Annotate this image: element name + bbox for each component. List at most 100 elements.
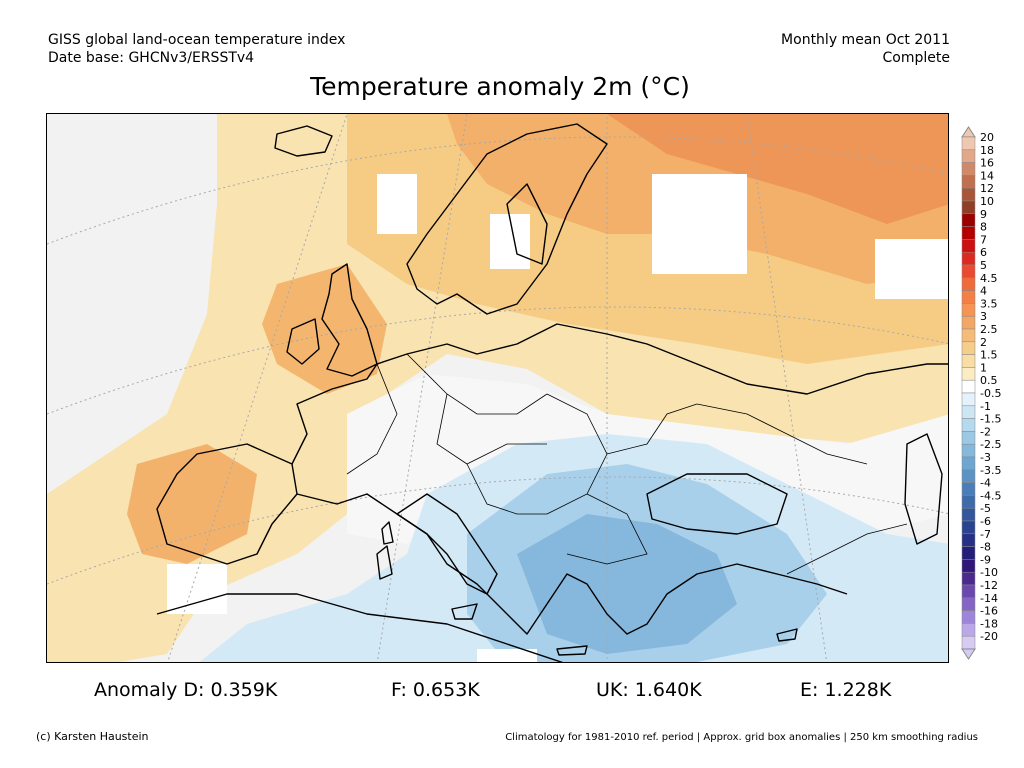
legend-swatch <box>961 456 976 471</box>
missing-data-box <box>490 214 530 269</box>
legend-swatch <box>961 264 976 279</box>
legend-swatch <box>961 187 976 202</box>
color-legend-bar: 201816141210987654.543.532.521.510.5-0.5… <box>961 126 1001 660</box>
missing-data-box <box>167 564 227 614</box>
legend-swatch <box>961 239 976 253</box>
coast-iceland <box>274 125 333 157</box>
legend-swatch <box>961 405 976 419</box>
legend-tick-label: 0.5 <box>980 374 998 387</box>
legend-swatch <box>961 431 976 445</box>
legend-tick-label: 18 <box>980 144 994 157</box>
coast-great-britain <box>321 263 378 377</box>
dataset-title: GISS global land-ocean temperature index <box>48 32 346 48</box>
coast-continent-north <box>376 323 948 395</box>
graticule <box>47 114 948 662</box>
legend-tick-label: 9 <box>980 208 987 221</box>
coast-scandinavia <box>406 123 608 315</box>
legend-tick-label: -1 <box>980 400 991 413</box>
legend-swatch <box>961 303 976 317</box>
legend-tick-label: 3.5 <box>980 297 998 310</box>
coast-black-sea <box>646 473 788 535</box>
legend-tick-label: 1.5 <box>980 349 998 362</box>
legend-tick-label: 6 <box>980 246 987 259</box>
legend-swatch <box>961 315 976 330</box>
legend-swatch <box>961 443 976 458</box>
legend-swatch <box>961 495 976 509</box>
legend-swatch <box>961 533 976 547</box>
legend-tick-label: -2.5 <box>980 438 1001 451</box>
legend-tick-label: -9 <box>980 553 991 566</box>
coast-italy <box>396 493 498 595</box>
coast-sardinia <box>376 545 393 580</box>
legend-tick-label: -0.5 <box>980 387 1001 400</box>
legend-swatch <box>961 175 976 189</box>
legend-tick-label: 3 <box>980 310 987 323</box>
legend-tick-label: 20 <box>980 131 994 144</box>
coast-gulf-bothnia <box>506 183 548 265</box>
legend-tick-label: -3 <box>980 451 991 464</box>
stat-uk: UK: 1.640K <box>596 679 702 701</box>
legend-tick-label: -16 <box>980 605 998 618</box>
legend-swatch <box>961 392 976 407</box>
coast-ireland <box>286 318 320 365</box>
legend-swatch <box>961 469 976 483</box>
legend-swatch <box>961 277 976 291</box>
legend-tick-label: 14 <box>980 169 994 182</box>
legend-swatch <box>961 354 976 368</box>
legend-swatch <box>961 213 976 227</box>
period-label: Monthly mean Oct 2011 <box>781 32 950 48</box>
coast-cyprus <box>776 628 798 642</box>
legend-tick-label: 5 <box>980 259 987 272</box>
data-base-label: Date base: GHCNv3/ERSSTv4 <box>48 50 255 66</box>
coast-crete <box>556 645 588 656</box>
legend-tick-label: -12 <box>980 579 998 592</box>
legend-swatch <box>961 520 976 535</box>
legend-tick-label: -1.5 <box>980 413 1001 426</box>
legend-swatch <box>961 597 976 611</box>
legend-tick-label: -4 <box>980 477 991 490</box>
stat-e: E: 1.228K <box>800 679 892 701</box>
legend-tick-label: -18 <box>980 617 998 630</box>
legend-swatch <box>961 546 976 560</box>
legend-tick-label: -8 <box>980 541 991 554</box>
warm-region-uk <box>262 264 387 394</box>
coastlines <box>156 123 948 662</box>
stat-f: F: 0.653K <box>391 679 480 701</box>
missing-data-box <box>652 174 747 274</box>
anomaly-map <box>46 113 949 663</box>
legend-tick-label: 1 <box>980 361 987 374</box>
legend-tick-label: 8 <box>980 221 987 234</box>
legend-tick-label: -14 <box>980 592 998 605</box>
legend-swatch <box>961 149 976 163</box>
legend-tick-label: 16 <box>980 157 994 170</box>
legend-tick-label: -5 <box>980 502 991 515</box>
legend-swatch <box>961 584 976 599</box>
legend-swatch <box>961 623 976 637</box>
legend-swatch <box>961 367 976 381</box>
map-canvas <box>47 114 948 662</box>
legend-tick-label: 4.5 <box>980 272 998 285</box>
legend-tick-label: 7 <box>980 233 987 246</box>
missing-data-box <box>875 239 948 299</box>
missing-data-box <box>377 174 417 234</box>
legend-tick-label: -3.5 <box>980 464 1001 477</box>
missing-data-box <box>477 649 537 662</box>
legend-tick-label: -2 <box>980 425 991 438</box>
legend-swatch <box>961 328 976 343</box>
legend-swatch <box>961 200 976 215</box>
legend-tick-label: -10 <box>980 566 998 579</box>
legend-tick-label: 4 <box>980 285 987 298</box>
map-title: Temperature anomaly 2m (°C) <box>310 72 690 101</box>
coast-france-west <box>291 363 378 465</box>
legend-arrow-bottom <box>961 648 976 660</box>
legend-tick-label: -20 <box>980 630 998 643</box>
coast-caspian <box>904 433 943 545</box>
legend-tick-label: 2.5 <box>980 323 998 336</box>
coast-iberia <box>156 443 298 565</box>
coast-corsica <box>381 521 394 545</box>
cold-region-strong <box>517 514 737 654</box>
legend-arrow-top <box>961 126 976 138</box>
legend-tick-label: 12 <box>980 182 994 195</box>
completeness-label: Complete <box>882 50 950 66</box>
legend-swatch <box>961 226 976 240</box>
